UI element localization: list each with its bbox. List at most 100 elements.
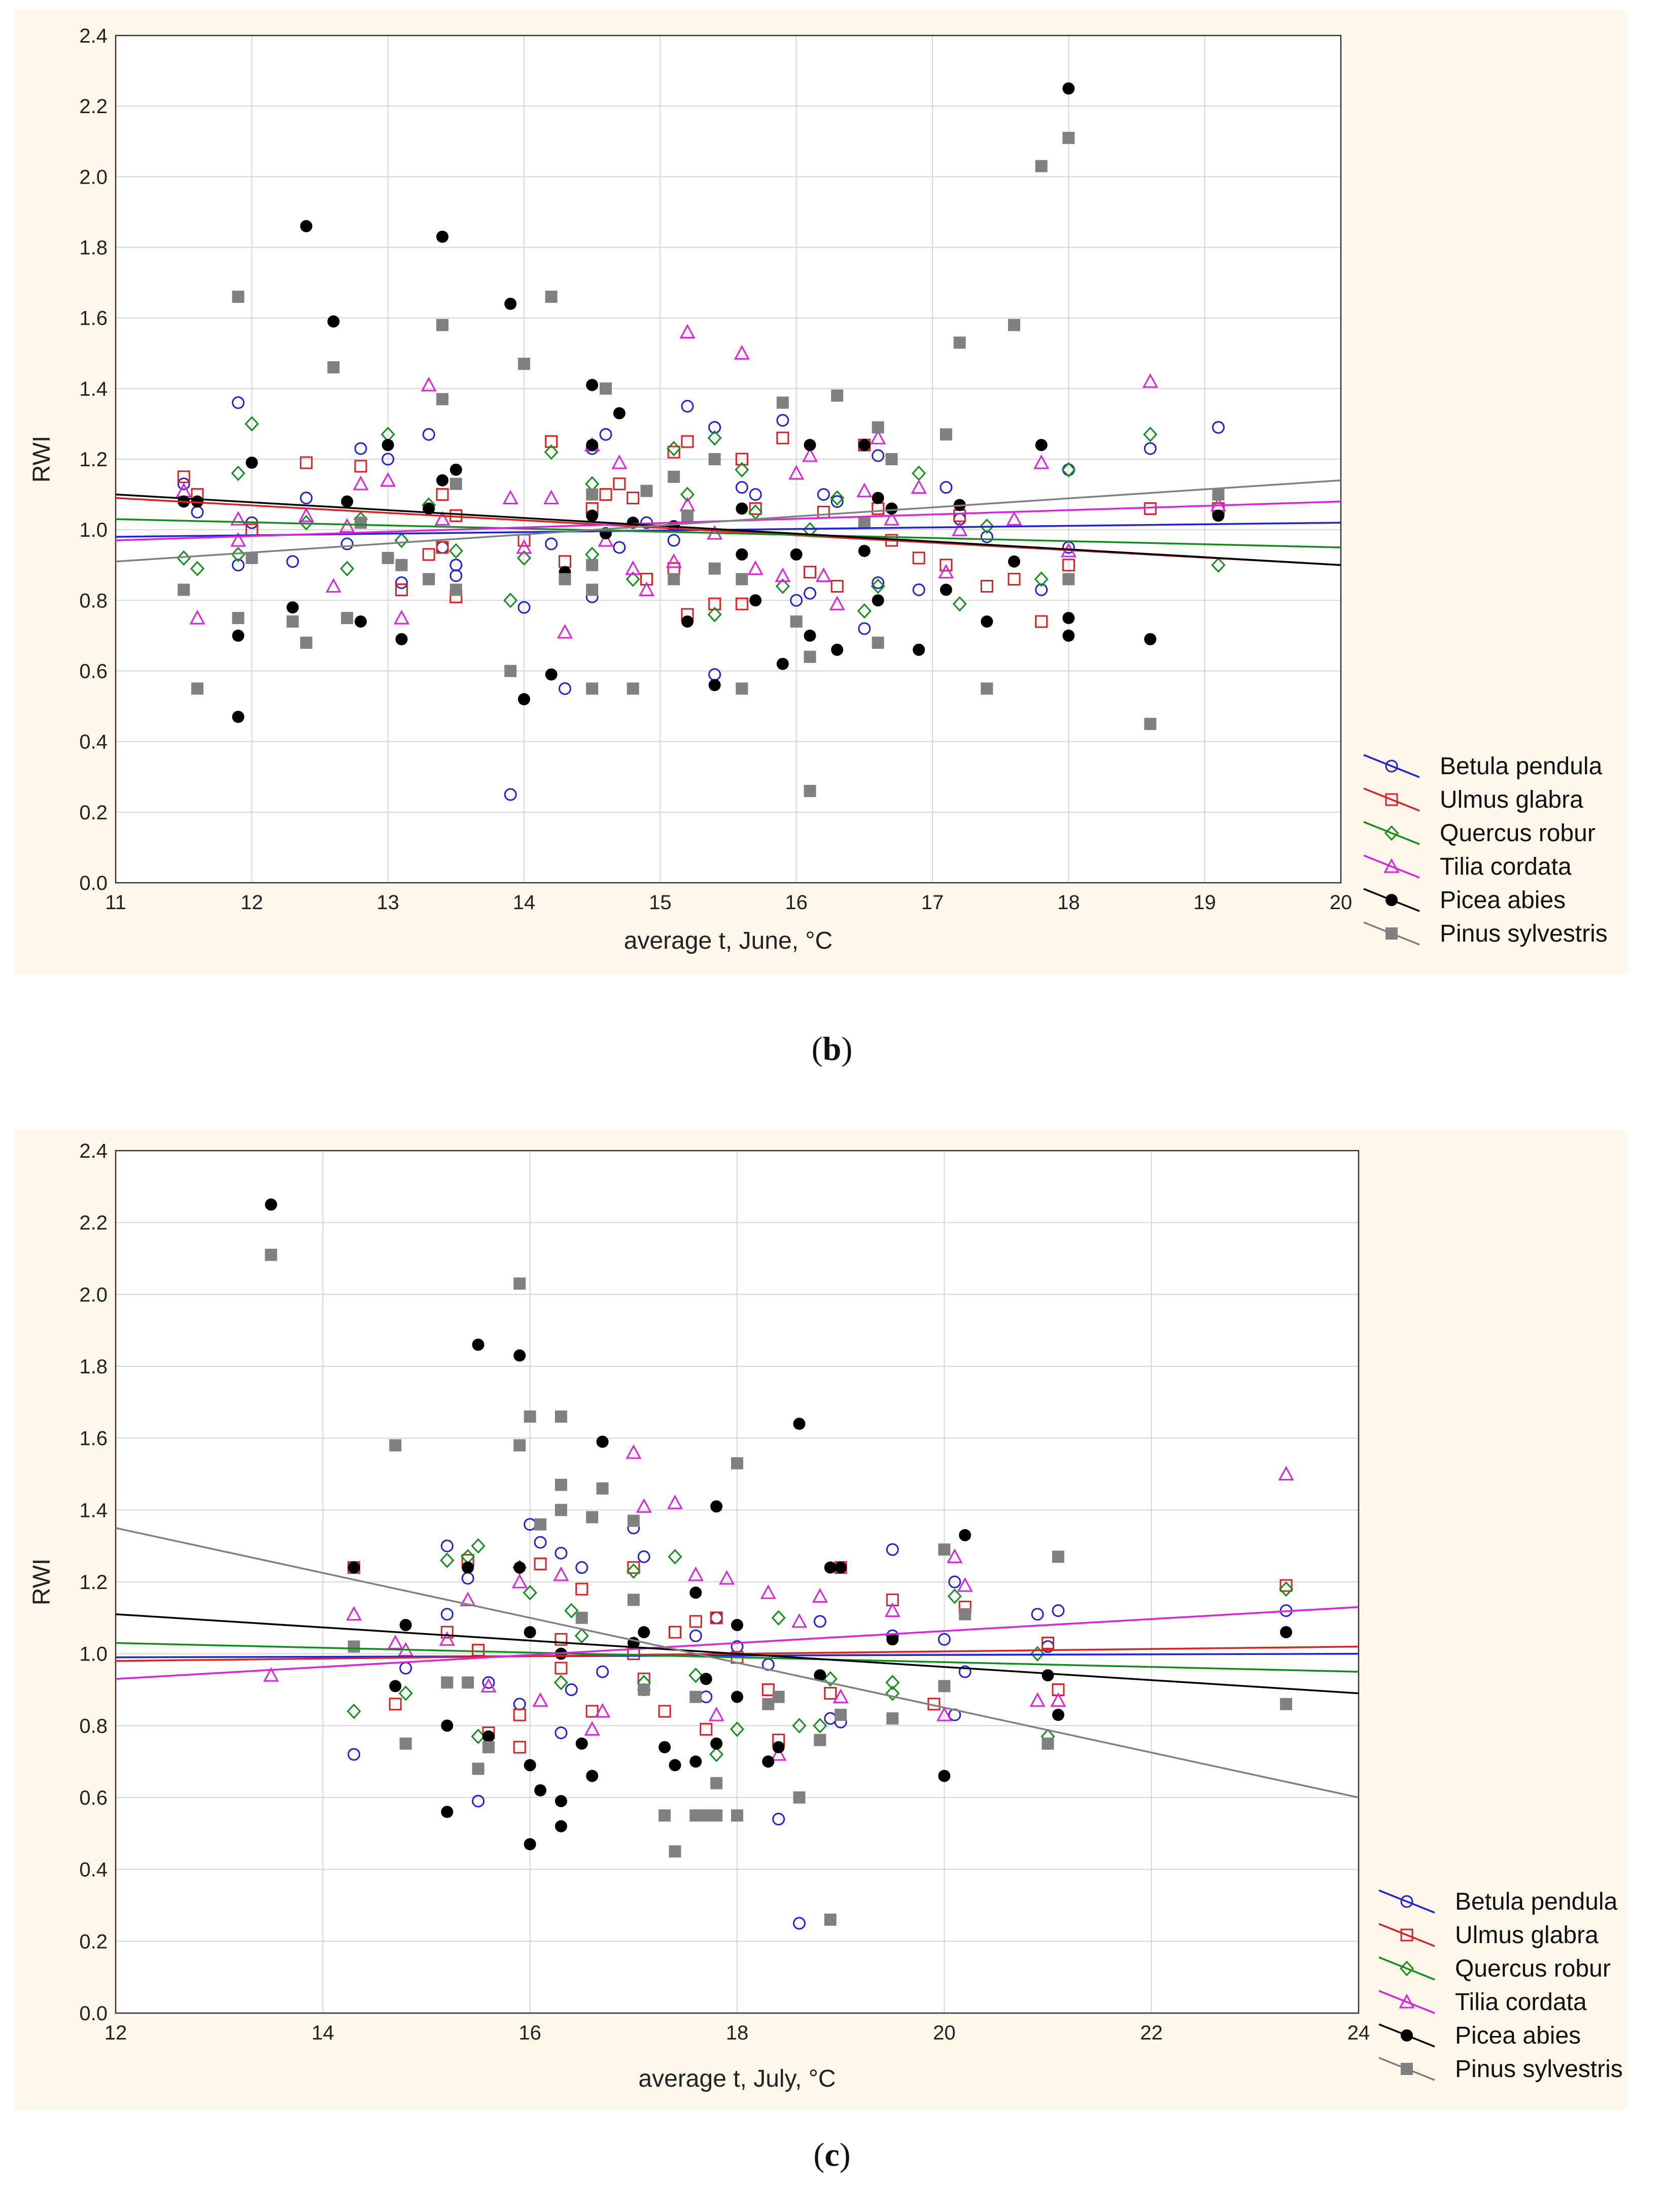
data-point-tilia [1006, 511, 1022, 526]
data-point-tilia [883, 511, 900, 526]
data-point-betula [565, 1683, 578, 1696]
data-point-tilia [1029, 1692, 1046, 1707]
data-point-betula [980, 530, 993, 543]
data-point-pinus [790, 615, 803, 628]
data-point-picea [596, 1435, 609, 1448]
y-tick-label: 1.2 [79, 448, 108, 471]
data-point-picea [1062, 612, 1075, 625]
data-point-quercus [1030, 1646, 1045, 1662]
legend-label-quercus: Quercus robur [1455, 1955, 1611, 1982]
data-point-tilia [666, 553, 682, 568]
legend-label-picea: Picea abies [1455, 2022, 1581, 2049]
data-point-picea [708, 679, 721, 692]
data-point-ulmus [599, 488, 612, 501]
data-point-tilia [380, 472, 396, 487]
data-point-pinus [348, 1640, 360, 1653]
data-point-tilia [393, 609, 410, 625]
data-point-betula [813, 1615, 826, 1628]
data-point-tilia [870, 430, 886, 444]
data-point-betula [872, 449, 885, 462]
legend-marker-tilia [1399, 1993, 1415, 2009]
y-tick-label: 1.8 [79, 1356, 108, 1378]
data-point-pinus [710, 1809, 723, 1822]
data-point-pinus [953, 336, 966, 349]
data-point-pinus [395, 559, 408, 571]
x-axis-label: average t, July, °C [638, 2065, 836, 2092]
data-point-betula [830, 495, 844, 508]
y-tick-label: 1.4 [79, 1499, 108, 1522]
data-point-quercus [813, 1718, 827, 1734]
data-point-pinus [355, 516, 367, 529]
data-point-tilia [638, 581, 655, 596]
data-point-tilia [346, 1606, 362, 1621]
y-tick-label: 1.4 [79, 378, 108, 400]
data-point-picea [395, 633, 408, 645]
data-point-quercus [885, 1675, 900, 1690]
series-pinus [265, 1249, 1293, 1926]
data-point-ulmus [830, 580, 844, 593]
data-point-tilia [480, 1678, 497, 1692]
legend-swatch-line-quercus [1363, 821, 1420, 845]
data-point-pinus [554, 1478, 567, 1491]
y-tick-label: 1.8 [79, 237, 108, 259]
data-point-picea [938, 1770, 951, 1782]
data-point-picea [286, 601, 299, 614]
data-point-tilia [708, 1706, 724, 1721]
data-point-betula [596, 1665, 609, 1678]
data-point-betula [667, 534, 680, 547]
data-point-betula [776, 413, 789, 427]
data-point-betula [232, 396, 245, 409]
data-point-tilia [543, 490, 560, 505]
data-point-pinus [1052, 1550, 1064, 1563]
data-point-ulmus [422, 548, 435, 561]
data-point-ulmus [300, 456, 313, 469]
y-tick-label: 0.8 [79, 1715, 108, 1737]
legend-label-tilia: Tilia cordata [1440, 853, 1572, 880]
legend-label-pinus: Pinus sylvestris [1440, 920, 1608, 947]
data-point-picea [524, 1838, 536, 1851]
data-point-picea [586, 509, 599, 522]
data-point-tilia [952, 522, 968, 536]
legend-marker-betula [1400, 1895, 1413, 1908]
data-point-pinus [389, 1439, 402, 1451]
data-point-betula [472, 1794, 485, 1808]
data-point-pinus [1062, 573, 1075, 585]
series-tilia [263, 1444, 1294, 1761]
data-point-tilia [325, 578, 341, 593]
data-point-betula [348, 1748, 361, 1761]
data-point-picea [513, 1561, 526, 1574]
data-point-picea [872, 492, 884, 504]
data-point-betula [817, 488, 830, 501]
data-point-quercus [440, 1552, 455, 1568]
data-point-quercus [668, 1549, 682, 1565]
data-point-pinus [872, 421, 884, 434]
data-point-picea [824, 1561, 837, 1574]
data-point-picea [575, 1737, 588, 1750]
data-point-tilia [553, 1566, 569, 1581]
data-point-tilia [667, 1495, 683, 1509]
data-point-betula [545, 537, 558, 550]
data-point-tilia [856, 482, 873, 498]
data-point-pinus [191, 682, 203, 695]
data-point-pinus [586, 583, 599, 596]
data-point-picea [710, 1737, 723, 1750]
data-point-picea [959, 1529, 972, 1541]
data-point-betula [886, 1543, 899, 1556]
data-point-picea [518, 693, 530, 706]
data-point-picea [669, 1759, 681, 1772]
data-point-quercus [394, 532, 409, 548]
data-point-picea [399, 1619, 412, 1631]
data-point-betula [735, 481, 748, 494]
data-point-quercus [947, 1588, 962, 1604]
data-point-tilia [734, 345, 750, 360]
x-tick-label: 22 [1140, 2022, 1163, 2044]
data-point-pinus [441, 1676, 454, 1689]
x-tick-label: 19 [1193, 891, 1216, 914]
data-point-ulmus [776, 431, 789, 444]
data-point-betula [300, 492, 313, 505]
data-point-picea [504, 297, 517, 310]
data-point-pinus [668, 573, 680, 585]
data-point-pinus [858, 516, 871, 529]
legend-label-betula: Betula pendula [1455, 1888, 1618, 1915]
data-point-quercus [707, 606, 722, 623]
